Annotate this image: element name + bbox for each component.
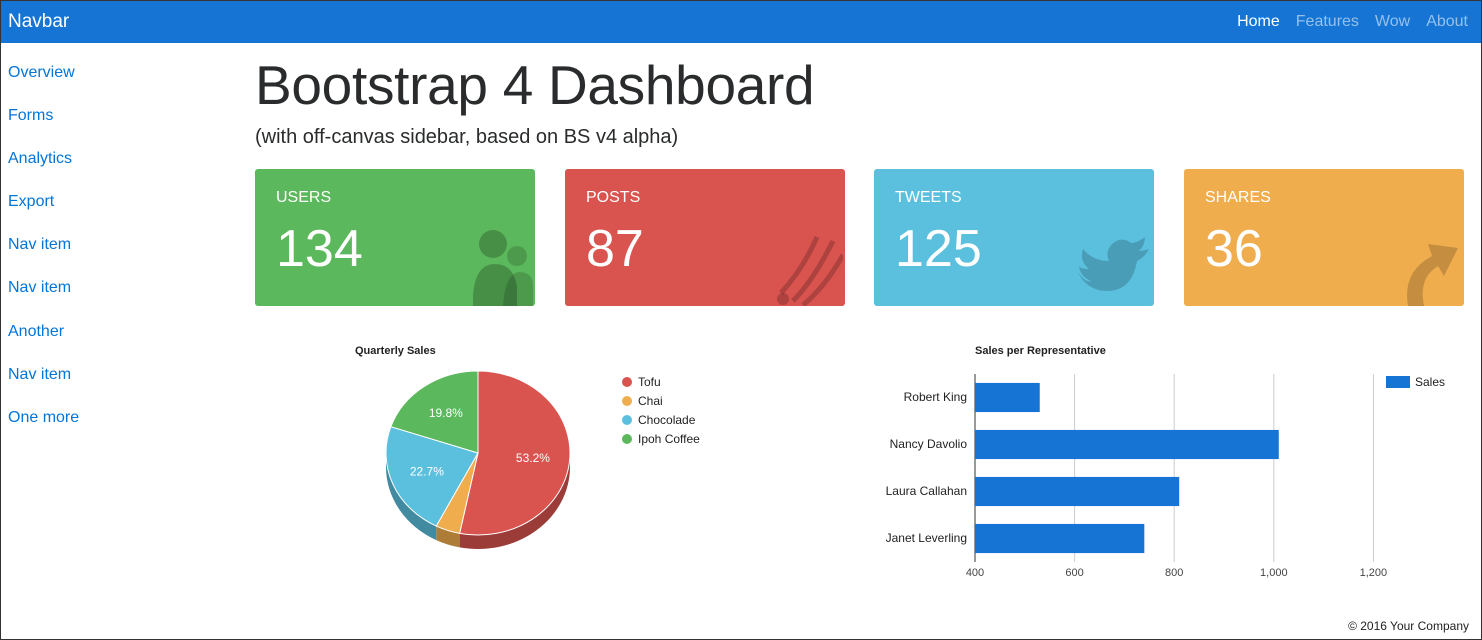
pie-slice-tofu[interactable] <box>459 371 571 536</box>
bar-chart-title: Sales per Representative <box>975 345 1106 357</box>
bar-axis-tick-label: 800 <box>1165 567 1184 579</box>
bar-axis-tick-label: 600 <box>1065 567 1084 579</box>
card-shares-value: 36 <box>1205 220 1263 278</box>
pie-slice-label: 19.8% <box>429 406 463 420</box>
pie-side-tofu <box>459 453 570 549</box>
rss-icon <box>777 235 843 306</box>
sidebar-item-overview[interactable]: Overview <box>8 64 75 81</box>
page-subtitle: (with off-canvas sidebar, based on BS v4… <box>255 126 679 148</box>
bar-legend-swatch <box>1386 376 1410 388</box>
page-title: Bootstrap 4 Dashboard <box>255 54 815 116</box>
sidebar-item-another[interactable]: Another <box>8 322 65 340</box>
card-users-label: USERS <box>276 189 332 206</box>
twitter-icon <box>1077 237 1149 291</box>
pie-side-chocolade <box>386 453 437 541</box>
pie-legend-dot <box>622 415 632 425</box>
bar-janet-leverling[interactable] <box>975 523 1145 554</box>
pie-legend-label: Chai <box>638 394 663 408</box>
card-tweets: TWEETS 125 <box>874 169 1154 306</box>
bar-robert-king[interactable] <box>975 382 1040 413</box>
bar-category-label: Nancy Davolio <box>889 436 967 451</box>
pie-slice-ipoh-coffee[interactable] <box>390 371 479 454</box>
nav-link-home[interactable]: Home <box>1237 13 1280 30</box>
pie-legend-label: Chocolade <box>638 413 696 427</box>
nav-link-about[interactable]: About <box>1426 13 1468 30</box>
sidebar: Overview Forms Analytics Export Nav item… <box>8 64 208 452</box>
card-shares: SHARES 36 <box>1184 169 1464 306</box>
sidebar-item-nav-2[interactable]: Nav item <box>8 279 72 297</box>
card-posts-value: 87 <box>586 220 644 278</box>
bar-axis-tick-label: 1,000 <box>1260 567 1288 579</box>
pie-legend-item[interactable]: Ipoh Coffee <box>622 432 700 446</box>
pie-side-chai <box>436 526 460 548</box>
card-posts: POSTS 87 <box>565 169 845 306</box>
card-posts-label: POSTS <box>586 189 641 206</box>
card-tweets-label: TWEETS <box>895 189 962 206</box>
bar-legend: Sales <box>1386 375 1445 389</box>
pie-chart-title: Quarterly Sales <box>355 345 436 357</box>
bar-category-label: Robert King <box>903 389 967 404</box>
pie-legend-item[interactable]: Chocolade <box>622 413 695 427</box>
bar-axis-tick-label: 400 <box>965 567 985 579</box>
sidebar-item-analytics[interactable]: Analytics <box>8 150 73 168</box>
pie-legend-item[interactable]: Chai <box>622 394 663 408</box>
users-icon <box>473 230 533 306</box>
sidebar-item-export[interactable]: Export <box>8 193 55 211</box>
bar-category-label: Janet Leverling <box>885 530 967 545</box>
bar-category-label: Laura Callahan <box>885 483 967 498</box>
bar-legend-label: Sales <box>1415 375 1446 389</box>
pie-legend-label: Ipoh Coffee <box>638 432 700 446</box>
card-shares-label: SHARES <box>1205 189 1271 206</box>
nav-links: Home Features Wow About <box>1237 13 1468 31</box>
bar-axis-tick-label: 1,200 <box>1359 567 1388 579</box>
pie-legend-item[interactable]: Tofu <box>622 375 661 389</box>
bar-laura-callahan[interactable] <box>975 476 1180 507</box>
card-users: USERS 134 <box>255 169 535 306</box>
sidebar-item-nav-3[interactable]: Nav item <box>8 365 72 383</box>
navbar-brand[interactable]: Navbar <box>8 11 70 32</box>
bar-chart <box>974 374 1374 562</box>
nav-link-features[interactable]: Features <box>1295 13 1359 30</box>
pie-slice-label: 22.7% <box>410 465 444 479</box>
sidebar-item-forms[interactable]: Forms <box>8 107 54 125</box>
card-tweets-value: 125 <box>895 220 982 278</box>
sidebar-item-one-more[interactable]: One more <box>8 408 80 426</box>
pie-slice-chocolade[interactable] <box>385 426 479 527</box>
sidebar-item-nav-1[interactable]: Nav item <box>8 236 72 254</box>
bar-nancy-davolio[interactable] <box>975 429 1279 460</box>
pie-legend-label: Tofu <box>638 375 661 389</box>
nav-link-wow[interactable]: Wow <box>1374 13 1411 30</box>
navbar: Navbar Home Features Wow About <box>1 1 1481 43</box>
pie-chart: 53.2% 22.7% 19.8% <box>385 371 571 549</box>
pie-slice-label: 53.2% <box>516 451 550 465</box>
card-users-value: 134 <box>276 220 363 278</box>
share-icon <box>1407 244 1458 306</box>
pie-legend-dot <box>622 434 632 444</box>
pie-legend-dot <box>622 377 632 387</box>
footer: © 2016 Your Company <box>1348 619 1469 633</box>
pie-legend-dot <box>622 396 632 406</box>
